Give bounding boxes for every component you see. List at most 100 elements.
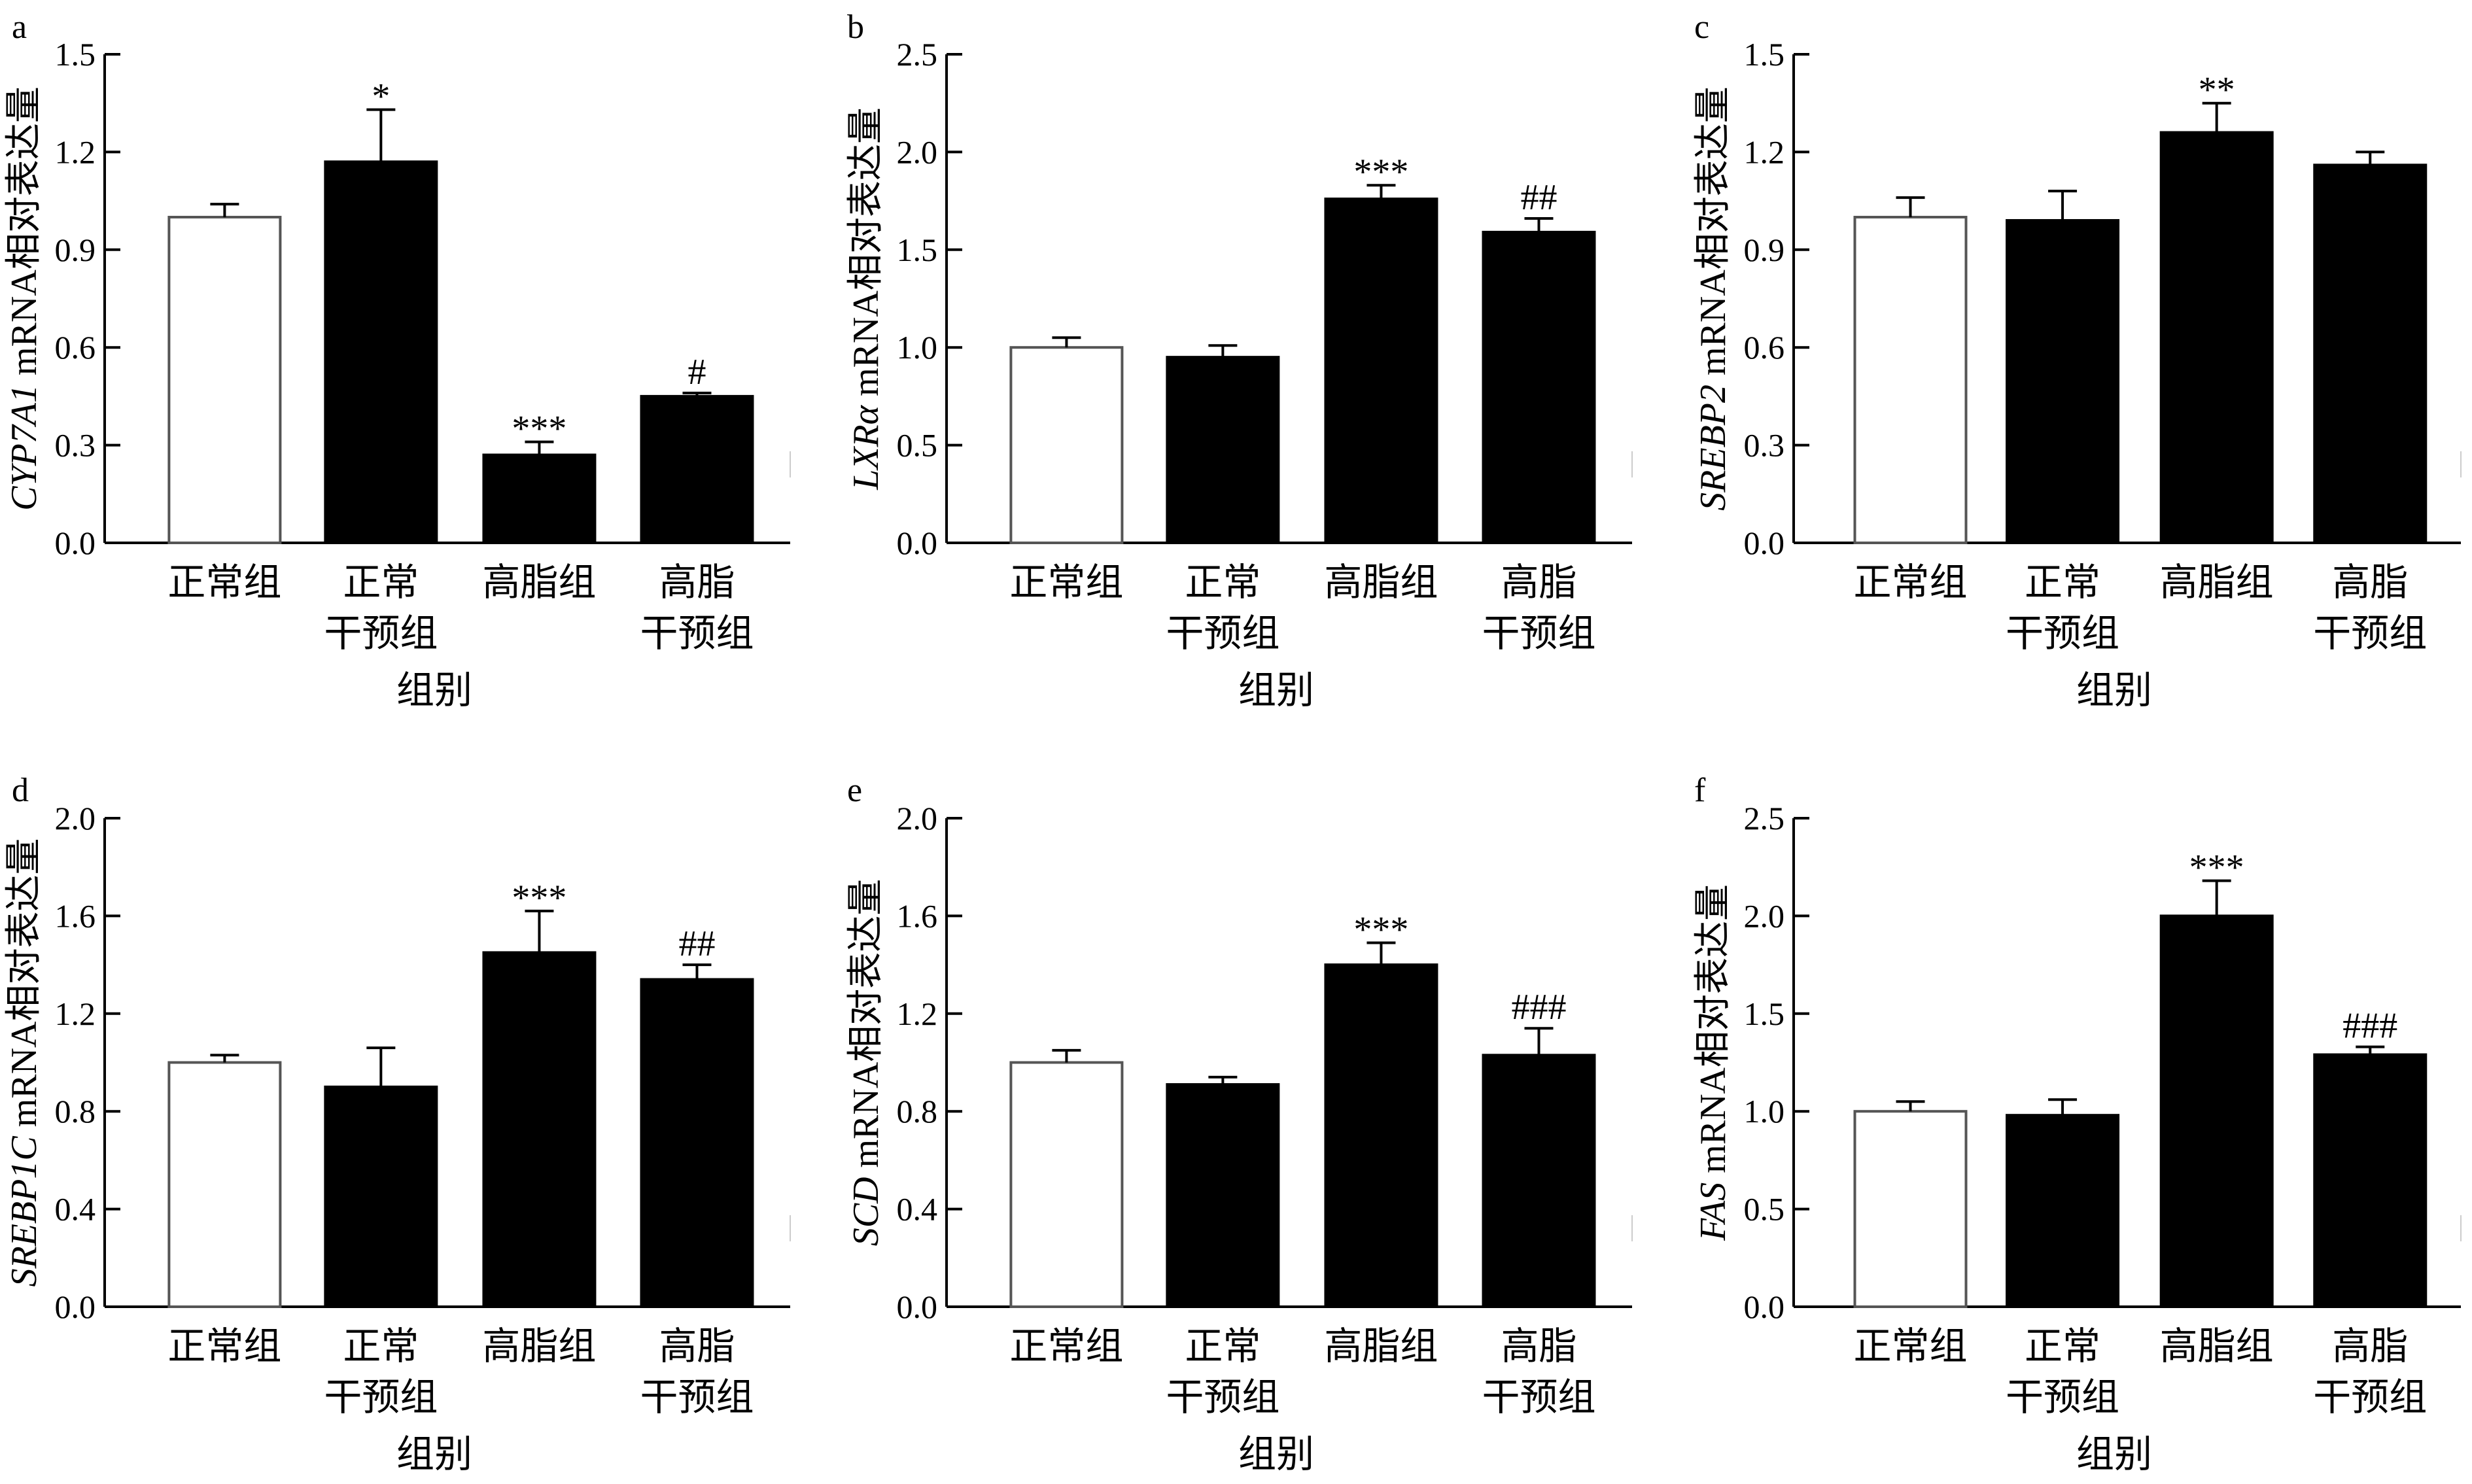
x-category-label: 干预组 [640, 1376, 754, 1419]
x-category-label: 高脂组 [482, 561, 596, 604]
y-tick-label: 0.0 [55, 1288, 96, 1325]
bar [1482, 1054, 1596, 1309]
y-axis-unit: mRNA相对表达量 [1693, 86, 1733, 385]
significance-label: ## [678, 923, 715, 964]
x-category-label: 正常 [1185, 1325, 1261, 1368]
significance-label: ### [2342, 1006, 2397, 1046]
bar [1166, 1083, 1280, 1308]
x-category-label: 高脂组 [1324, 1325, 1438, 1368]
bar [1853, 1110, 1968, 1308]
x-axis-title: 组别 [2076, 1433, 2152, 1475]
significance-label: ** [2199, 70, 2235, 111]
bar [2006, 1114, 2120, 1309]
y-axis-title: LXRα mRNA相对表达量 [846, 107, 886, 491]
y-tick-label: 1.5 [897, 232, 938, 268]
x-category-label: 正常组 [1853, 561, 1967, 604]
y-axis-unit: mRNA相对表达量 [1693, 884, 1733, 1182]
significance-label: *** [512, 409, 566, 449]
y-axis-title: SREBP2 mRNA相对表达量 [1693, 86, 1733, 511]
x-category-label: 正常 [2025, 1325, 2100, 1368]
y-tick-label: 0.0 [897, 525, 938, 561]
x-category-label: 高脂 [2332, 561, 2408, 604]
bar [482, 453, 597, 544]
y-axis-gene: CYP7A1 [4, 385, 44, 511]
y-axis-gene: SCD [846, 1177, 886, 1247]
y-tick-label: 0.8 [55, 1093, 96, 1130]
y-tick-label: 1.0 [1744, 1093, 1785, 1130]
y-tick-label: 0.0 [1744, 525, 1785, 561]
y-tick-label: 2.0 [897, 133, 938, 170]
y-tick-label: 1.2 [55, 133, 96, 170]
bar [640, 978, 754, 1308]
x-category-label: 干预组 [1482, 1376, 1595, 1419]
y-tick-label: 2.0 [1744, 897, 1785, 934]
x-category-label: 正常组 [1009, 561, 1123, 604]
significance-label: # [688, 352, 706, 392]
y-tick-label: 1.2 [897, 995, 938, 1032]
significance-label: *** [2189, 848, 2244, 888]
y-tick-label: 1.6 [897, 897, 938, 934]
y-tick-label: 1.2 [55, 995, 96, 1032]
x-category-label: 正常组 [167, 561, 281, 604]
y-axis-unit: mRNA相对表达量 [4, 86, 44, 385]
x-category-label: 干预组 [2006, 1376, 2119, 1419]
y-tick-label: 1.2 [1744, 133, 1785, 170]
y-tick-label: 0.6 [55, 329, 96, 366]
panel-letter: b [847, 9, 864, 46]
bar [167, 1061, 282, 1308]
x-category-label: 高脂 [2332, 1325, 2408, 1368]
bar [1482, 230, 1596, 544]
x-category-label: 高脂 [1501, 561, 1576, 604]
y-tick-label: 0.0 [897, 1288, 938, 1325]
x-category-label: 高脂 [659, 1325, 735, 1368]
y-axis-title: SCD mRNA相对表达量 [846, 879, 886, 1247]
x-category-label: 高脂 [659, 561, 735, 604]
bar [1166, 356, 1280, 544]
y-tick-label: 0.3 [55, 427, 96, 464]
bar [167, 216, 282, 544]
y-tick-label: 1.5 [1744, 36, 1785, 73]
y-tick-label: 0.4 [897, 1191, 938, 1228]
x-category-label: 正常组 [1009, 1325, 1123, 1368]
x-category-label: 干预组 [1166, 612, 1280, 655]
y-tick-label: 0.9 [1744, 232, 1785, 268]
x-category-label: 干预组 [2006, 612, 2119, 655]
y-axis-title: CYP7A1 mRNA相对表达量 [4, 86, 44, 511]
y-axis-gene: FAS [1693, 1182, 1733, 1241]
y-tick-label: 1.6 [55, 897, 96, 934]
panel-letter: f [1694, 772, 1706, 809]
y-axis-gene: SREBP1C [4, 1136, 44, 1287]
y-tick-label: 0.5 [1744, 1191, 1785, 1228]
y-tick-label: 2.0 [55, 800, 96, 837]
significance-label: *** [1353, 909, 1408, 950]
panel-letter: d [12, 772, 29, 809]
x-category-label: 正常 [343, 561, 419, 604]
y-tick-label: 2.5 [897, 36, 938, 73]
y-tick-label: 0.9 [55, 232, 96, 268]
y-tick-label: 0.4 [55, 1191, 96, 1228]
x-category-label: 干预组 [324, 1376, 438, 1419]
x-category-label: 高脂 [1501, 1325, 1576, 1368]
bar [1324, 198, 1438, 544]
y-axis-unit: mRNA相对表达量 [846, 107, 886, 406]
y-tick-label: 2.5 [1744, 800, 1785, 837]
x-category-label: 干预组 [1482, 612, 1595, 655]
y-axis-gene: SREBP2 [1693, 385, 1733, 511]
x-category-label: 正常 [343, 1325, 419, 1368]
y-axis-title: FAS mRNA相对表达量 [1693, 884, 1733, 1241]
bar [1009, 1061, 1124, 1308]
x-category-label: 高脂组 [2160, 561, 2274, 604]
bar [640, 394, 754, 545]
bar [324, 160, 438, 544]
significance-label: *** [512, 878, 566, 918]
bar [2159, 131, 2274, 544]
y-tick-label: 0.8 [897, 1093, 938, 1130]
x-axis-title: 组别 [396, 669, 472, 712]
x-category-label: 干预组 [640, 612, 754, 655]
significance-label: ### [1511, 987, 1566, 1027]
